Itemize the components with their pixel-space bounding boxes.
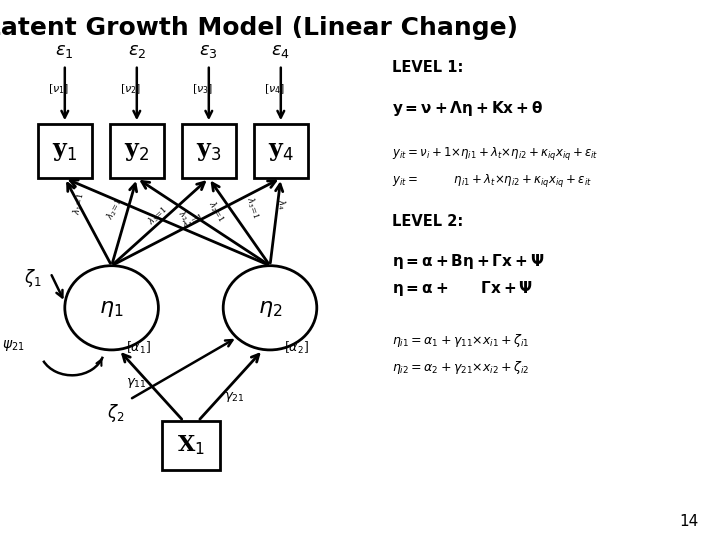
Text: [$\nu_4$]: [$\nu_4$] [264, 82, 286, 96]
FancyBboxPatch shape [37, 124, 92, 178]
Text: [$\nu_1$]: [$\nu_1$] [48, 82, 70, 96]
Text: y$_4$: y$_4$ [268, 139, 294, 163]
Text: [$\nu_2$]: [$\nu_2$] [120, 82, 142, 96]
Text: 14: 14 [679, 514, 698, 529]
Text: $\mathbf{\eta = \alpha + B\eta + \Gamma x + \Psi}$: $\mathbf{\eta = \alpha + B\eta + \Gamma … [392, 252, 545, 272]
Text: [$\alpha_2$]: [$\alpha_2$] [284, 340, 309, 356]
Text: $\eta_{i1} = \alpha_1 + \gamma_{11}{\times}x_{i1} + \zeta_{i1}$: $\eta_{i1} = \alpha_1 + \gamma_{11}{\tim… [392, 332, 530, 349]
Text: $\lambda_1$=1: $\lambda_1$=1 [71, 191, 88, 216]
Text: $\psi_{21}$: $\psi_{21}$ [1, 338, 24, 353]
Text: $\varepsilon_3$: $\varepsilon_3$ [199, 42, 218, 60]
Text: y$_2$: y$_2$ [125, 139, 149, 163]
Text: $\zeta_2$: $\zeta_2$ [107, 402, 124, 424]
Text: $\lambda_2$=1: $\lambda_2$=1 [104, 197, 126, 222]
Text: LEVEL 2:: LEVEL 2: [392, 214, 464, 229]
FancyBboxPatch shape [109, 124, 163, 178]
Text: $y_{it} = \quad\quad\quad\eta_{i1} + \lambda_t{\times}\eta_{i2} + \kappa_{iq}x_{: $y_{it} = \quad\quad\quad\eta_{i1} + \la… [392, 172, 593, 190]
Ellipse shape [65, 266, 158, 350]
Text: $\eta_1$: $\eta_1$ [99, 297, 124, 319]
Text: y$_3$: y$_3$ [196, 139, 222, 163]
FancyBboxPatch shape [254, 124, 308, 178]
Text: $\eta_{i2} = \alpha_2 + \gamma_{21}{\times}x_{i2} + \zeta_{i2}$: $\eta_{i2} = \alpha_2 + \gamma_{21}{\tim… [392, 359, 530, 376]
Text: $\lambda_{2}$=1: $\lambda_{2}$=1 [205, 199, 227, 225]
Text: LEVEL 1:: LEVEL 1: [392, 60, 464, 75]
Text: $\lambda_4$=1: $\lambda_4$=1 [180, 210, 206, 232]
Text: X$_1$: X$_1$ [177, 434, 204, 457]
Text: $\varepsilon_2$: $\varepsilon_2$ [127, 42, 146, 60]
Text: y$_1$: y$_1$ [53, 139, 77, 163]
Text: $\gamma_{21}$: $\gamma_{21}$ [224, 390, 244, 404]
Text: $\eta_2$: $\eta_2$ [258, 297, 282, 319]
Text: $\varepsilon_4$: $\varepsilon_4$ [271, 42, 290, 60]
Text: $y_{it} = \nu_i + 1{\times}\eta_{i1} + \lambda_t{\times}\eta_{i2} + \kappa_{iq}x: $y_{it} = \nu_i + 1{\times}\eta_{i1} + \… [392, 145, 599, 163]
Text: $\lambda_{2}$: $\lambda_{2}$ [176, 207, 192, 224]
Text: $\gamma_{11}$: $\gamma_{11}$ [127, 376, 147, 390]
Text: $\varepsilon_1$: $\varepsilon_1$ [55, 42, 74, 60]
Text: $\mathbf{y = \nu + \Lambda\eta + Kx + \theta}$: $\mathbf{y = \nu + \Lambda\eta + Kx + \t… [392, 98, 544, 118]
Text: [$\alpha_1$]: [$\alpha_1$] [126, 340, 150, 356]
Text: $\mathbf{\eta = \alpha + \quad\quad\Gamma x + \Psi}$: $\mathbf{\eta = \alpha + \quad\quad\Gamm… [392, 279, 534, 299]
Text: $\lambda_{3}$=1: $\lambda_{3}$=1 [243, 195, 261, 220]
Text: $\zeta_1$: $\zeta_1$ [24, 267, 41, 289]
Text: Latent Growth Model (Linear Change): Latent Growth Model (Linear Change) [0, 16, 518, 40]
Ellipse shape [223, 266, 317, 350]
FancyBboxPatch shape [162, 421, 220, 470]
Text: [$\nu_3$]: [$\nu_3$] [192, 82, 214, 96]
FancyBboxPatch shape [181, 124, 236, 178]
Text: $\lambda_{4}$: $\lambda_{4}$ [274, 198, 288, 211]
Text: $\lambda_3$=1: $\lambda_3$=1 [146, 204, 171, 228]
